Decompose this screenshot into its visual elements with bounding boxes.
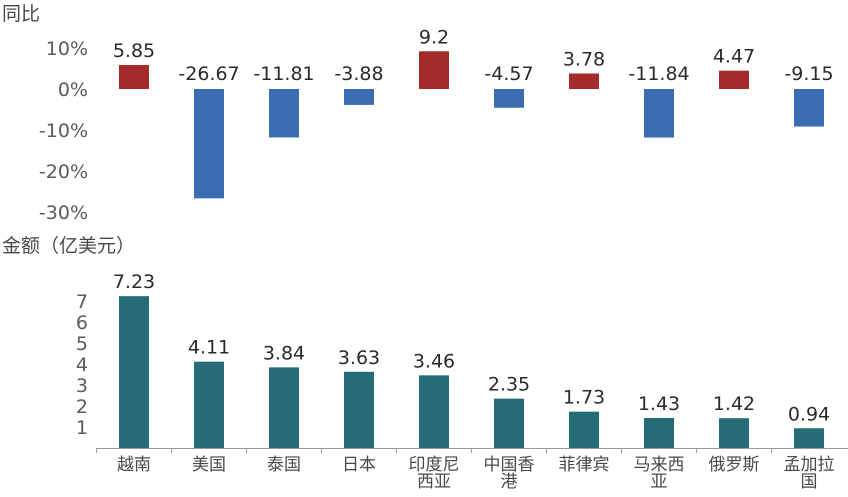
yoy-axis-title: 同比 <box>2 3 40 25</box>
amount-value-label: 1.73 <box>563 387 605 409</box>
yoy-value-label: -9.15 <box>784 63 833 85</box>
yoy-bar <box>794 89 824 127</box>
category-label: 菲律宾 <box>559 455 610 475</box>
amount-bar <box>119 296 149 448</box>
yoy-bar <box>194 89 224 199</box>
amount-value-label: 1.42 <box>713 393 755 415</box>
amount-value-label: 3.63 <box>338 347 380 369</box>
amount-tick-label: 5 <box>76 333 88 355</box>
category-label: 西亚 <box>417 472 451 492</box>
yoy-chart: 10% 0% -10% -20% -30% 5.85 -26.67 -11.81 -3.88 9.… <box>39 26 834 224</box>
amount-bar <box>269 367 299 448</box>
amount-tick-label: 3 <box>76 375 88 397</box>
amount-value-label: 3.84 <box>263 342 305 364</box>
yoy-bar <box>644 89 674 138</box>
yoy-tick-label: -30% <box>39 202 88 224</box>
yoy-bar <box>494 89 524 108</box>
category-label: 印度尼 <box>409 455 460 475</box>
yoy-bar <box>569 73 599 89</box>
amount-value-label: 2.35 <box>488 374 530 396</box>
category-label: 亚 <box>651 472 668 492</box>
yoy-value-label: -11.84 <box>628 63 689 85</box>
amount-tick-label: 7 <box>76 291 88 313</box>
yoy-value-label: 9.2 <box>419 26 449 48</box>
amount-value-label: 4.11 <box>188 337 230 359</box>
amount-tick-label: 4 <box>76 354 88 376</box>
yoy-bar <box>344 89 374 105</box>
amount-bar <box>194 361 224 448</box>
yoy-value-label: 3.78 <box>563 49 605 71</box>
category-label: 港 <box>501 472 518 492</box>
amount-value-label: 3.46 <box>413 350 455 372</box>
amount-tick-label: 6 <box>76 312 88 334</box>
amount-bar <box>344 371 374 448</box>
yoy-value-label: 5.85 <box>113 40 155 62</box>
amount-tick-label: 1 <box>76 417 88 439</box>
category-label: 美国 <box>192 455 226 475</box>
yoy-bar <box>719 70 749 89</box>
amount-value-label: 1.43 <box>638 393 680 415</box>
category-label: 孟加拉 <box>784 455 835 475</box>
yoy-tick-label: 0% <box>58 79 88 101</box>
amount-tick-label: 2 <box>76 396 88 418</box>
amount-bar <box>644 417 674 448</box>
category-label: 俄罗斯 <box>709 455 760 475</box>
yoy-value-label: 4.47 <box>713 46 755 68</box>
amount-bar <box>719 418 749 448</box>
yoy-value-label: -4.57 <box>484 63 533 85</box>
amount-bar <box>419 375 449 448</box>
category-label: 越南 <box>117 455 151 475</box>
yoy-tick-label: 10% <box>46 38 88 60</box>
yoy-value-label: -3.88 <box>334 63 383 85</box>
yoy-value-label: -11.81 <box>253 63 314 85</box>
amount-value-label: 0.94 <box>788 403 830 425</box>
category-label: 日本 <box>342 455 376 475</box>
yoy-bar <box>419 51 449 89</box>
yoy-tick-label: -10% <box>39 120 88 142</box>
amount-bar <box>794 428 824 448</box>
amount-bar <box>569 411 599 448</box>
category-label: 国 <box>801 472 818 492</box>
yoy-tick-label: -20% <box>39 161 88 183</box>
amount-axis-title: 金额（亿美元） <box>2 235 135 257</box>
amount-bar <box>494 398 524 448</box>
yoy-bar <box>269 89 299 138</box>
amount-value-label: 7.23 <box>113 271 155 293</box>
category-label: 泰国 <box>267 455 301 475</box>
yoy-bar <box>119 65 149 89</box>
category-label: 马来西 <box>634 455 685 475</box>
yoy-value-label: -26.67 <box>178 63 239 85</box>
category-label: 中国香 <box>484 455 535 475</box>
